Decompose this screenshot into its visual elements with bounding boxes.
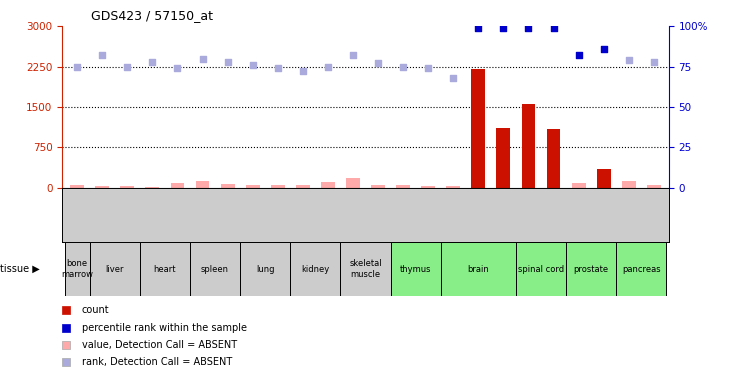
Point bbox=[60, 308, 72, 314]
Text: liver: liver bbox=[105, 265, 124, 274]
Point bbox=[523, 25, 534, 31]
Bar bbox=[64, 242, 90, 296]
Bar bbox=[246, 185, 260, 188]
Text: pancreas: pancreas bbox=[622, 265, 661, 274]
Text: tissue ▶: tissue ▶ bbox=[0, 264, 39, 274]
Text: spleen: spleen bbox=[201, 265, 229, 274]
Bar bbox=[70, 185, 84, 188]
Point bbox=[197, 56, 208, 62]
Bar bbox=[572, 183, 586, 188]
Bar bbox=[145, 186, 159, 188]
Bar bbox=[396, 185, 410, 188]
Point bbox=[96, 52, 108, 58]
Text: skeletal
muscle: skeletal muscle bbox=[349, 260, 382, 279]
Bar bbox=[90, 242, 140, 296]
Point bbox=[221, 59, 233, 65]
Text: percentile rank within the sample: percentile rank within the sample bbox=[82, 323, 246, 333]
Point bbox=[498, 25, 510, 31]
Point bbox=[372, 60, 384, 66]
Text: rank, Detection Call = ABSENT: rank, Detection Call = ABSENT bbox=[82, 357, 232, 368]
Bar bbox=[321, 182, 335, 188]
Point bbox=[598, 46, 610, 52]
Bar bbox=[547, 129, 561, 188]
Bar bbox=[196, 180, 209, 188]
Bar bbox=[566, 242, 616, 296]
Point bbox=[60, 342, 72, 348]
Text: brain: brain bbox=[467, 265, 489, 274]
Bar bbox=[616, 242, 667, 296]
Text: value, Detection Call = ABSENT: value, Detection Call = ABSENT bbox=[82, 340, 237, 350]
Text: kidney: kidney bbox=[301, 265, 330, 274]
Bar bbox=[522, 104, 535, 188]
Bar bbox=[190, 242, 240, 296]
Point bbox=[447, 75, 459, 81]
Bar bbox=[471, 69, 485, 188]
Bar bbox=[170, 183, 184, 188]
Point bbox=[172, 65, 183, 71]
Point bbox=[272, 65, 284, 71]
Point bbox=[347, 52, 359, 58]
Point bbox=[146, 59, 158, 65]
Bar bbox=[240, 242, 290, 296]
Point bbox=[297, 68, 308, 74]
Bar bbox=[421, 186, 435, 188]
Bar bbox=[346, 178, 360, 188]
Text: bone
marrow: bone marrow bbox=[61, 260, 93, 279]
Bar bbox=[221, 184, 235, 188]
Bar bbox=[390, 242, 441, 296]
Text: prostate: prostate bbox=[574, 265, 609, 274]
Bar bbox=[496, 128, 510, 188]
Bar bbox=[596, 169, 610, 188]
Point bbox=[121, 63, 133, 70]
Text: thymus: thymus bbox=[400, 265, 431, 274]
Text: heart: heart bbox=[154, 265, 176, 274]
Bar bbox=[516, 242, 566, 296]
Bar bbox=[121, 186, 135, 188]
Bar bbox=[647, 185, 661, 188]
Point bbox=[397, 63, 409, 70]
Bar bbox=[371, 184, 385, 188]
Point bbox=[322, 63, 334, 70]
Bar bbox=[622, 181, 636, 188]
Point bbox=[423, 65, 434, 71]
Point bbox=[60, 359, 72, 365]
Text: lung: lung bbox=[256, 265, 274, 274]
Point bbox=[72, 63, 83, 70]
Point bbox=[648, 59, 659, 65]
Text: GDS423 / 57150_at: GDS423 / 57150_at bbox=[91, 9, 213, 22]
Bar bbox=[447, 186, 460, 188]
Bar bbox=[296, 185, 310, 188]
Bar bbox=[271, 184, 284, 188]
Bar bbox=[341, 242, 390, 296]
Point bbox=[247, 62, 259, 68]
Text: spinal cord: spinal cord bbox=[518, 265, 564, 274]
Point bbox=[573, 52, 585, 58]
Text: count: count bbox=[82, 305, 110, 315]
Bar bbox=[441, 242, 516, 296]
Bar bbox=[290, 242, 341, 296]
Bar bbox=[95, 186, 109, 188]
Bar bbox=[140, 242, 190, 296]
Point bbox=[623, 57, 635, 63]
Point bbox=[548, 25, 559, 31]
Point bbox=[472, 25, 484, 31]
Point bbox=[60, 325, 72, 331]
